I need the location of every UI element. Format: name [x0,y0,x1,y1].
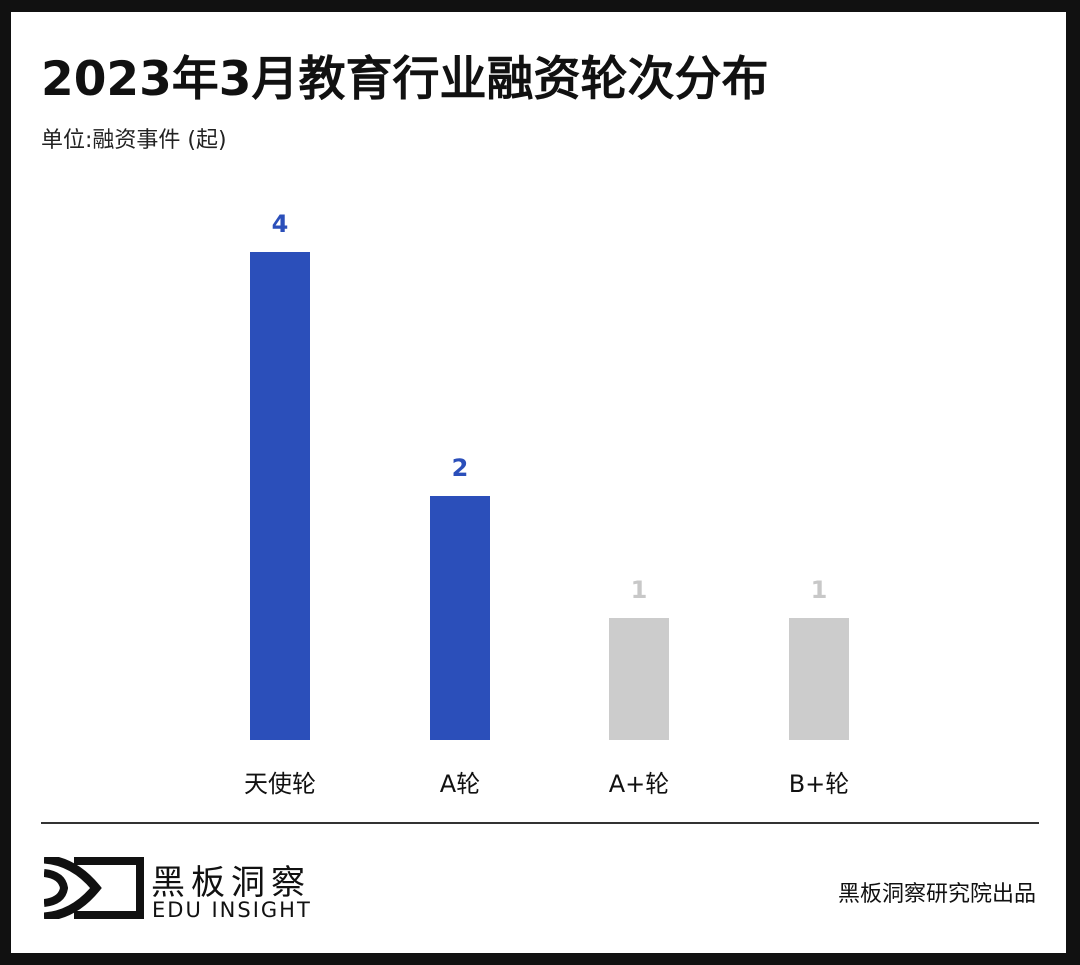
chart-title: 2023年3月教育行业融资轮次分布 [41,52,769,107]
bar [609,618,669,740]
footer-divider [41,822,1039,824]
bar-value-label: 2 [451,454,469,482]
bar [250,252,310,740]
unit-label: 单位:融资事件 (起) [41,128,227,153]
brand-name-cn: 黑板洞察 [151,863,311,903]
brand-name-en: EDU INSIGHT [152,898,312,922]
bar [430,496,490,740]
source-credit: 黑板洞察研究院出品 [837,882,1036,907]
bar-chart: 4 天使轮 2 A轮 1 A+轮 1 B+轮 [11,12,1066,812]
edu-insight-logo-icon [44,857,144,919]
bar [789,618,849,740]
category-label: B+轮 [788,770,850,798]
bar-value-label: 1 [810,576,828,604]
chart-card: 2023年3月教育行业融资轮次分布 单位:融资事件 (起) 4 天使轮 2 A轮 1 A+… [11,12,1066,953]
category-label: A轮 [439,770,481,798]
bar-value-label: 4 [271,210,289,238]
bar-value-label: 1 [630,576,648,604]
category-label: 天使轮 [244,770,316,798]
category-label: A+轮 [608,770,670,798]
